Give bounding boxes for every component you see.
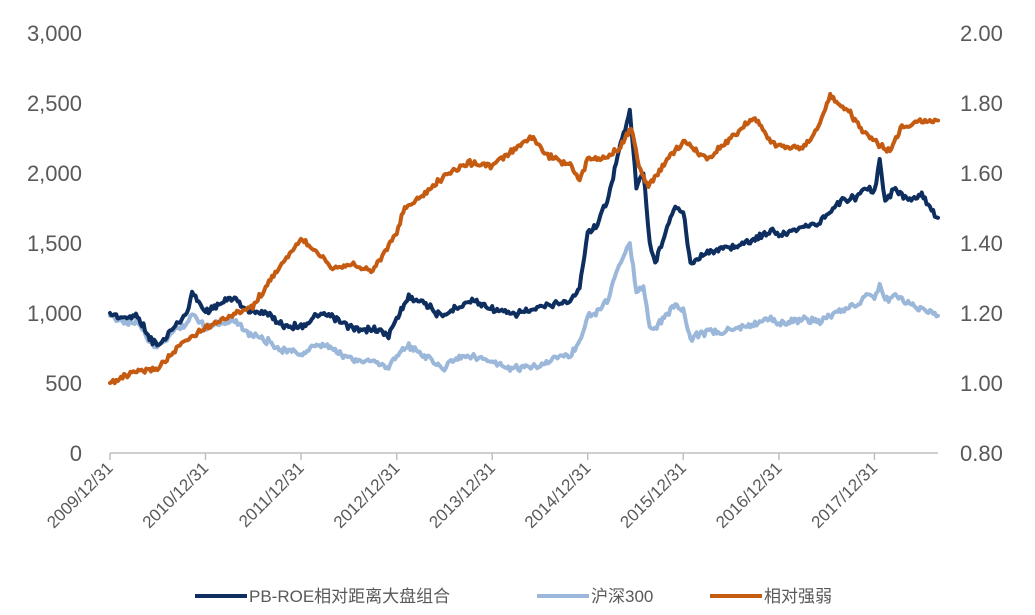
legend: PB-ROE相对距离大盘组合 沪深300 相对强弱 <box>195 587 832 606</box>
x-tick-label: 2016/12/31 <box>712 458 786 532</box>
x-tick-label: 2013/12/31 <box>425 458 499 532</box>
y-right-tick-label: 1.60 <box>960 161 1003 186</box>
x-tick-label: 2010/12/31 <box>139 458 213 532</box>
x-tick-label: 2017/12/31 <box>808 458 882 532</box>
x-tick-label: 2009/12/31 <box>43 458 117 532</box>
legend-item-2: 沪深300 <box>537 587 653 606</box>
x-tick-label: 2015/12/31 <box>616 458 690 532</box>
y-left-tick-label: 500 <box>45 371 82 396</box>
y-left-tick-label: 1,000 <box>27 301 82 326</box>
axes: 2009/12/31 2010/12/31 2011/12/31 2012/12/31… <box>27 21 1003 532</box>
series-lines <box>108 91 940 386</box>
series-line-2 <box>108 241 940 373</box>
legend-label: 沪深300 <box>591 587 653 606</box>
legend-item-3: 相对强弱 <box>710 587 832 606</box>
y-right-tick-label: 1.20 <box>960 301 1003 326</box>
x-tick-label: 2014/12/31 <box>521 458 595 532</box>
series-line-1 <box>108 107 940 348</box>
y-right-tick-label: 1.80 <box>960 91 1003 116</box>
y-right-tick-label: 2.00 <box>960 21 1003 46</box>
y-right-tick-label: 0.80 <box>960 441 1003 466</box>
x-tick-label: 2011/12/31 <box>235 458 308 531</box>
y-right-tick-label: 1.00 <box>960 371 1003 396</box>
y-left-tick-label: 0 <box>70 441 82 466</box>
legend-label: 相对强弱 <box>764 587 832 606</box>
legend-label: PB-ROE相对距离大盘组合 <box>249 587 450 606</box>
y-right-tick-label: 1.40 <box>960 231 1003 256</box>
legend-item-1: PB-ROE相对距离大盘组合 <box>195 587 450 606</box>
y-left-tick-label: 2,000 <box>27 161 82 186</box>
y-left-tick-label: 3,000 <box>27 21 82 46</box>
y-left-tick-label: 1,500 <box>27 231 82 256</box>
x-tick-label: 2012/12/31 <box>330 458 404 532</box>
y-left-tick-label: 2,500 <box>27 91 82 116</box>
series-line-3 <box>108 91 940 386</box>
